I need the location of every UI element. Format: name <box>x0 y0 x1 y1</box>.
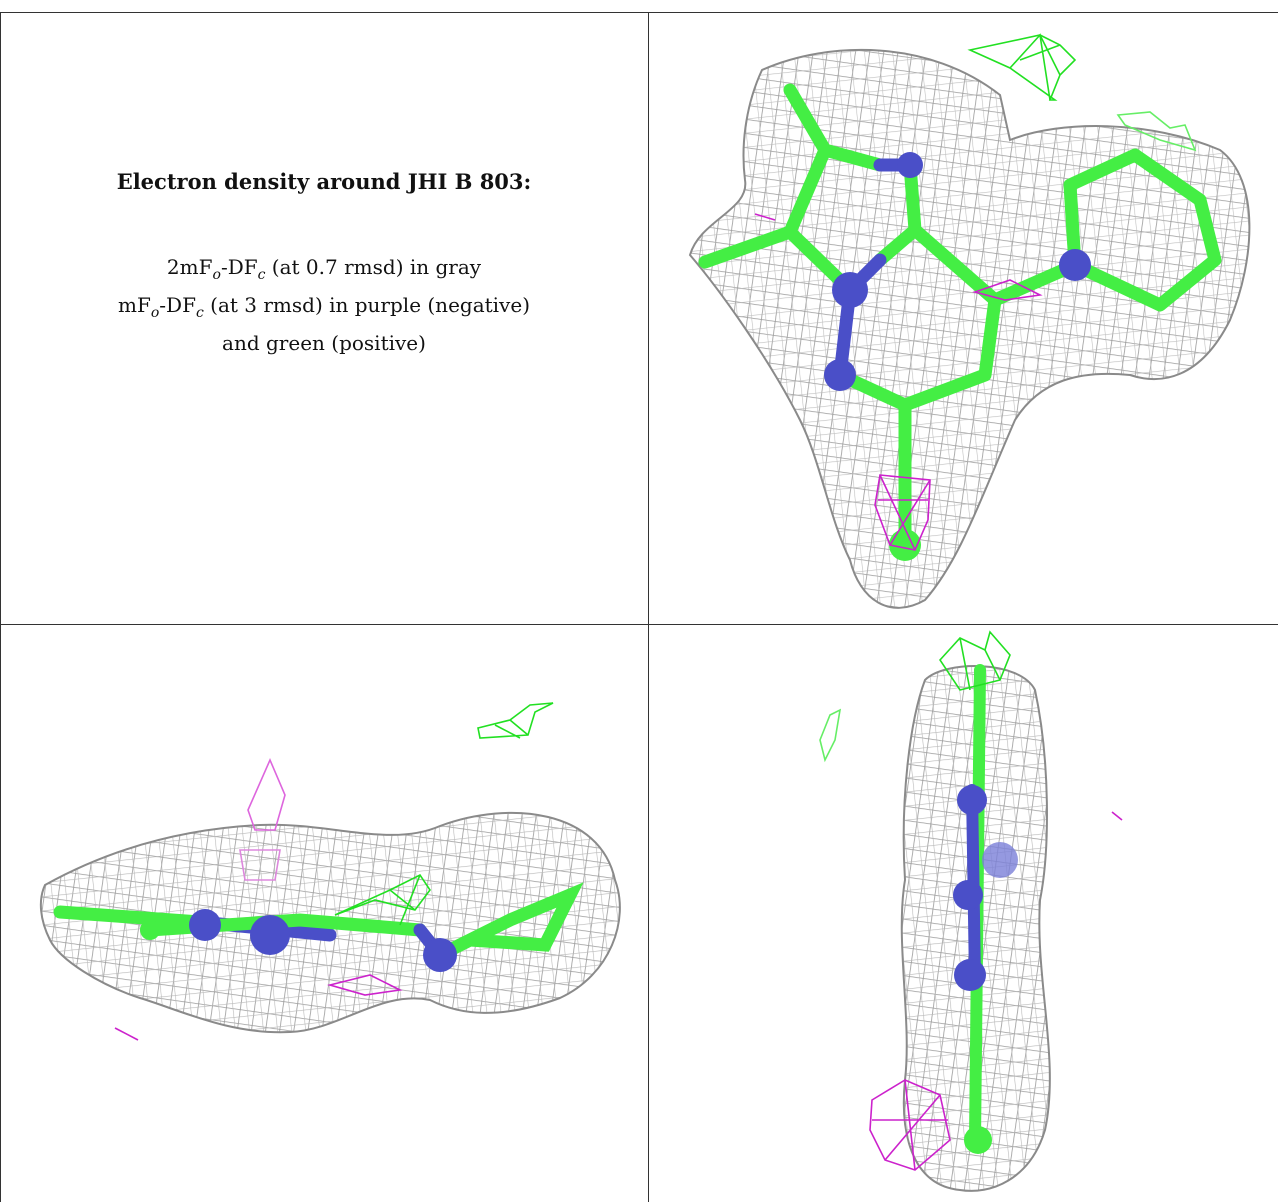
atom-n-bl-1 <box>189 909 221 941</box>
mesh-2fofc-tr-back <box>690 49 1250 608</box>
legend-1-mid: -DF <box>220 255 258 279</box>
caption-panel: Electron density around JHI B 803: 2mFo-… <box>0 12 648 624</box>
bond-tr-3 <box>698 225 797 269</box>
atom-n-br-4 <box>954 959 986 991</box>
legend-1-sub-c: c <box>257 267 266 283</box>
mesh-outline-bl <box>39 811 621 1034</box>
atom-n-br-3 <box>953 880 983 910</box>
bond-tr-2 <box>783 143 832 239</box>
bond-tr-11 <box>898 293 1002 412</box>
legend-line-positive: and green (positive) <box>222 331 426 355</box>
bond-bl-ring <box>433 882 584 962</box>
atom-n-tr-2 <box>824 359 856 391</box>
bond-bl-1 <box>53 905 207 929</box>
atom-n-bl-3 <box>423 938 457 972</box>
figure-title: Electron density around JHI B 803: <box>116 169 532 194</box>
mesh-positive-br <box>819 630 1011 763</box>
mesh-negative-br <box>869 811 1123 1171</box>
mesh-negative-tr <box>754 213 1043 551</box>
legend-1-sub-o: o <box>212 267 221 283</box>
atom-n-tr-4 <box>1059 249 1091 281</box>
mesh-negative-bl <box>114 757 403 1041</box>
view-bottom-left <box>39 702 621 1041</box>
legend-1-pre: 2mF <box>166 255 213 279</box>
legend-2-pre: mF <box>118 293 151 317</box>
atom-n-tr-1 <box>832 272 868 308</box>
view-bottom-right <box>819 630 1123 1192</box>
mesh-positive-bl <box>334 702 554 926</box>
bond-tr-1 <box>783 83 832 157</box>
atom-n-tr-3 <box>897 152 923 178</box>
legend-line-fofc: mFo-DFc (at 3 rmsd) in purple (negative) <box>118 290 530 328</box>
legend-2-sub-o: o <box>150 305 160 321</box>
mesh-outline-tr <box>688 48 1251 609</box>
border-middle-vertical <box>648 12 649 1202</box>
legend-line-2fofc: 2mFo-DFc (at 0.7 rmsd) in gray <box>118 252 530 290</box>
legend-text: 2mFo-DFc (at 0.7 rmsd) in gray mFo-DFc (… <box>118 252 530 358</box>
bond-tr-ring <box>1063 148 1222 312</box>
mesh-positive-tr <box>967 33 1197 152</box>
atom-n-bl-2 <box>250 915 290 955</box>
bond-tr-12 <box>908 223 1002 307</box>
atom-cl-br <box>964 1126 992 1154</box>
border-middle-horizontal <box>0 624 1278 625</box>
legend-2-mid: -DF <box>159 293 196 317</box>
border-top <box>0 12 1278 13</box>
bond-tr-4 <box>818 143 887 172</box>
atom-cl-bl <box>140 920 160 940</box>
atom-n-br-1 <box>957 785 987 815</box>
legend-2-post: (at 3 rmsd) in purple (negative) <box>203 293 530 317</box>
legend-1-post: (at 0.7 rmsd) in gray <box>265 255 482 279</box>
mesh-outline-br <box>900 665 1051 1192</box>
atom-n-br-2 <box>982 842 1018 878</box>
view-top-right <box>688 33 1251 609</box>
atom-cl-tr <box>889 529 921 561</box>
legend-2-sub-c: c <box>195 305 204 321</box>
border-left <box>0 12 1 1202</box>
